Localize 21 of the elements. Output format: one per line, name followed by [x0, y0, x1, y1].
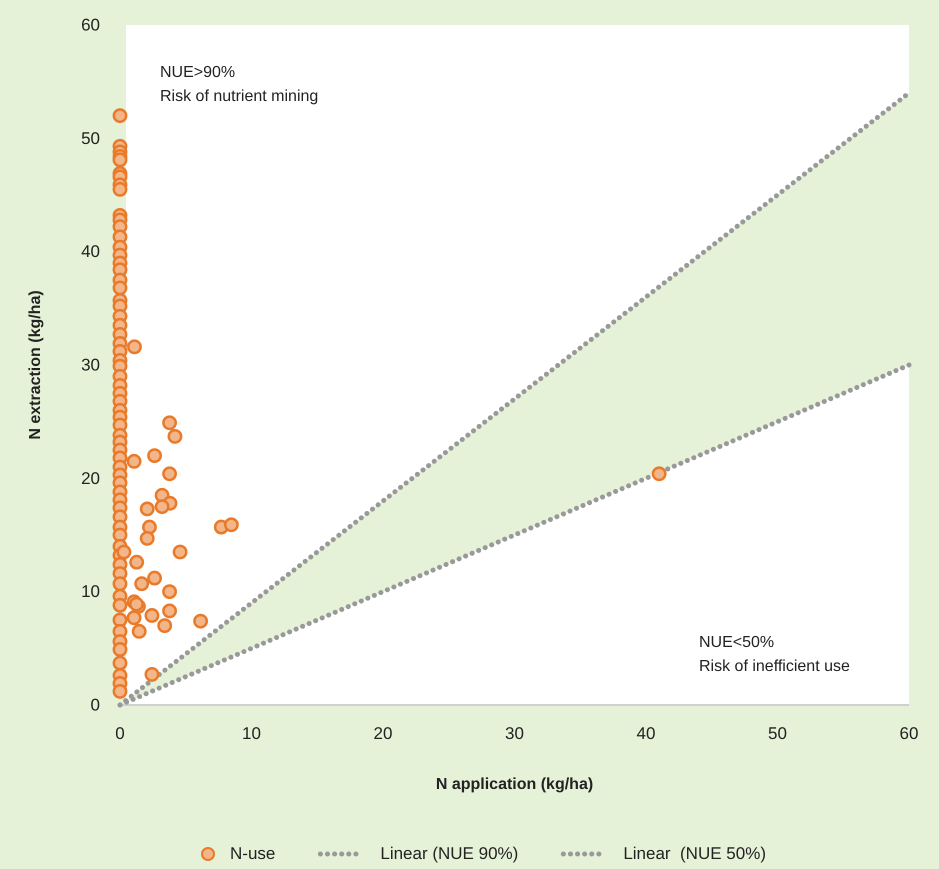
legend-label: Linear (NUE 50%) — [623, 844, 766, 863]
y-tick-label: 20 — [81, 468, 100, 488]
x-tick-label: 60 — [900, 724, 918, 744]
y-tick-label: 40 — [81, 242, 100, 262]
y-axis-title: N extraction (kg/ha) — [27, 290, 44, 440]
y-tick-label: 50 — [81, 128, 100, 148]
y-tick-label: 30 — [81, 355, 100, 374]
x-tick-label: 10 — [242, 724, 261, 744]
y-tick-label: 60 — [81, 15, 100, 34]
x-tick-label: 0 — [115, 724, 125, 744]
legend-label: Linear (NUE 90%) — [380, 844, 518, 863]
y-tick-label: 10 — [81, 582, 100, 602]
annotation: NUE>90% Risk of nutrient mining — [160, 64, 318, 105]
x-tick-label: 30 — [505, 724, 524, 744]
x-tick-label: 50 — [768, 724, 787, 744]
x-axis-title: N application (kg/ha) — [436, 776, 594, 793]
y-tick-label: 0 — [90, 695, 100, 714]
x-tick-label: 40 — [636, 724, 656, 744]
x-tick-label: 20 — [374, 724, 392, 744]
annotation: NUE<50% Risk of inefficient use — [699, 634, 850, 675]
legend-label: N-use — [230, 844, 276, 863]
